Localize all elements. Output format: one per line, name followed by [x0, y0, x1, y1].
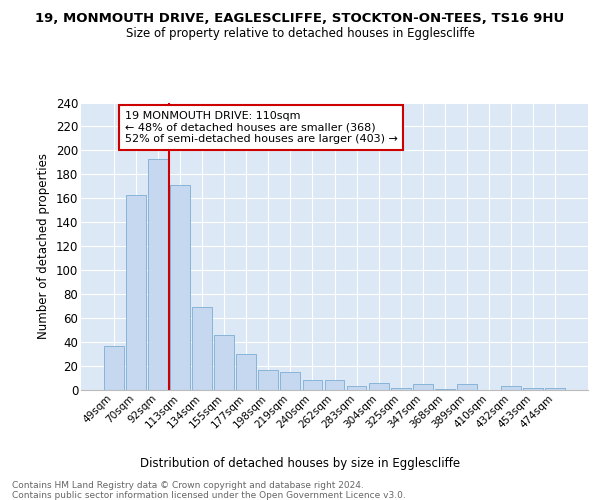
Bar — [368, 383, 389, 390]
Bar — [545, 388, 565, 390]
Bar — [170, 185, 190, 390]
Bar — [435, 389, 455, 390]
Bar — [302, 380, 322, 390]
Bar — [104, 346, 124, 390]
Text: Contains public sector information licensed under the Open Government Licence v3: Contains public sector information licen… — [12, 491, 406, 500]
Bar — [236, 354, 256, 390]
Bar — [126, 194, 146, 390]
Bar — [192, 308, 212, 390]
Bar — [325, 380, 344, 390]
Text: 19 MONMOUTH DRIVE: 110sqm
← 48% of detached houses are smaller (368)
52% of semi: 19 MONMOUTH DRIVE: 110sqm ← 48% of detac… — [125, 111, 398, 144]
Bar — [148, 159, 168, 390]
Bar — [391, 388, 410, 390]
Bar — [280, 372, 301, 390]
Bar — [214, 335, 234, 390]
Y-axis label: Number of detached properties: Number of detached properties — [37, 153, 50, 340]
Bar — [523, 388, 543, 390]
Bar — [501, 386, 521, 390]
Text: 19, MONMOUTH DRIVE, EAGLESCLIFFE, STOCKTON-ON-TEES, TS16 9HU: 19, MONMOUTH DRIVE, EAGLESCLIFFE, STOCKT… — [35, 12, 565, 26]
Bar — [413, 384, 433, 390]
Bar — [259, 370, 278, 390]
Bar — [347, 386, 367, 390]
Text: Distribution of detached houses by size in Egglescliffe: Distribution of detached houses by size … — [140, 458, 460, 470]
Text: Contains HM Land Registry data © Crown copyright and database right 2024.: Contains HM Land Registry data © Crown c… — [12, 481, 364, 490]
Text: Size of property relative to detached houses in Egglescliffe: Size of property relative to detached ho… — [125, 28, 475, 40]
Bar — [457, 384, 477, 390]
